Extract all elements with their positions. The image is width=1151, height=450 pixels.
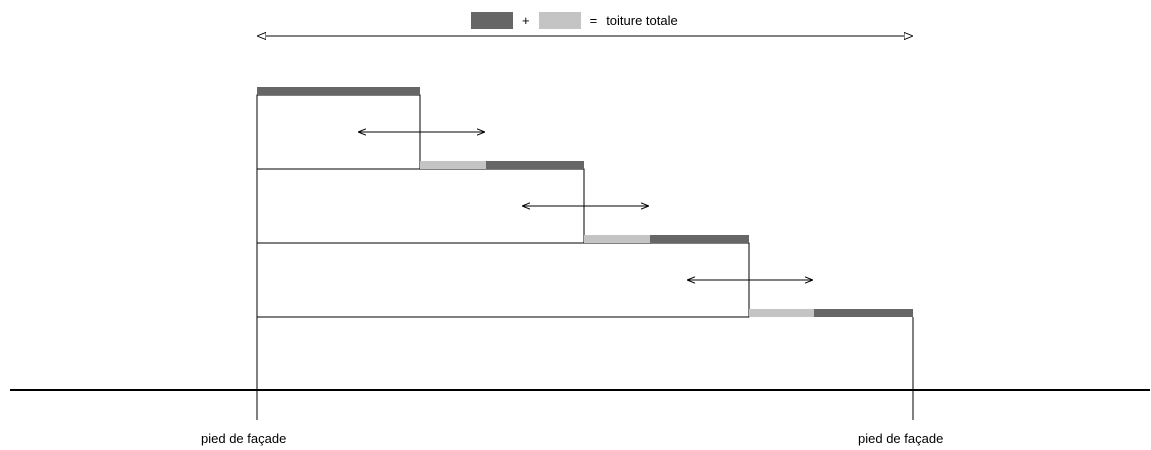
left-facade-label: pied de façade — [201, 431, 287, 446]
roof-step-3-dark — [814, 309, 913, 317]
legend-label: toiture totale — [606, 12, 678, 28]
roof-step-2-light — [584, 235, 650, 243]
legend-plus: + — [522, 12, 530, 28]
roof-step-1-dark — [486, 161, 584, 169]
legend-equals: = — [589, 12, 598, 28]
legend: + = toiture totale — [471, 11, 678, 29]
roof-top-dark — [257, 87, 420, 95]
roof-step-2-dark — [650, 235, 749, 243]
legend-light-swatch — [538, 11, 581, 29]
floor-2 — [256, 242, 750, 318]
roof-step-1-light — [420, 161, 486, 169]
roof-step-3-light — [749, 309, 814, 317]
right-facade-label: pied de façade — [858, 431, 944, 446]
legend-dark-swatch — [471, 11, 513, 29]
